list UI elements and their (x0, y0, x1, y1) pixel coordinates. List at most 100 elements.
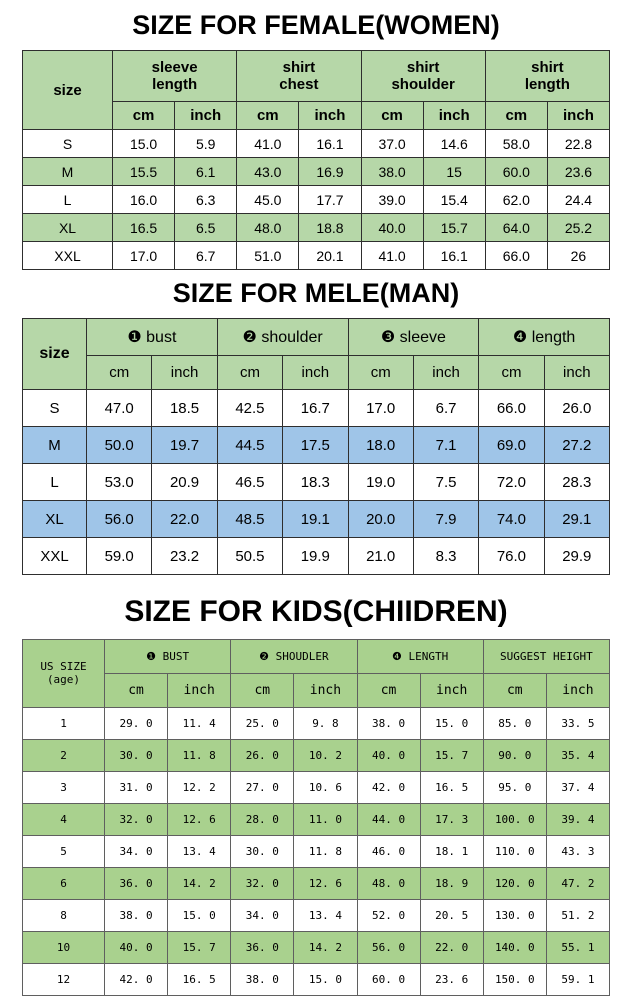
table-cell: 15.4 (422, 185, 486, 215)
row-label: 3 (22, 770, 105, 804)
table-cell: 42. 0 (356, 770, 421, 804)
table-cell: 15.0 (111, 129, 176, 159)
table-cell: 100. 0 (482, 802, 547, 836)
table-cell: 36. 0 (103, 866, 169, 900)
table-cell: 42.5 (216, 389, 284, 428)
row-label: 6 (22, 866, 105, 900)
table-cell: 13. 4 (167, 834, 232, 868)
table-cell: 15. 7 (167, 930, 232, 964)
table-cell: 30. 0 (103, 738, 169, 772)
table-cell: 43. 3 (545, 834, 611, 868)
group-header: shirt shoulder (360, 50, 486, 103)
table-cell: 28.3 (543, 463, 611, 502)
female-table-title: SIZE FOR FEMALE(WOMEN) (132, 10, 500, 40)
table-cell: 6.1 (174, 157, 238, 187)
table-cell: 29.9 (543, 537, 611, 576)
table-cell: 60. 0 (356, 962, 421, 996)
row-label: M (22, 157, 113, 187)
table-cell: 39.0 (360, 185, 424, 215)
table-cell: 14. 2 (167, 866, 232, 900)
table-cell: 40. 0 (356, 738, 421, 772)
table-cell: 35. 4 (545, 738, 611, 772)
group-header: sleeve length (111, 50, 238, 103)
table-row: L 16.0 6.3 45.0 17.7 39.0 15.4 62.0 24.4 (22, 185, 611, 215)
unit-header: inch (298, 101, 362, 131)
table-cell: 48. 0 (356, 866, 421, 900)
table-cell: 21.0 (347, 537, 414, 576)
table-row: XL 56.0 22.0 48.5 19.1 20.0 7.9 74.0 29.1 (22, 500, 611, 539)
table-cell: 6.3 (174, 185, 238, 215)
table-cell: 16.7 (282, 389, 349, 428)
table-cell: 6.5 (174, 213, 238, 243)
table-cell: 48.5 (216, 500, 284, 539)
table-cell: 19.1 (282, 500, 349, 539)
table-cell: 18.3 (282, 463, 349, 502)
table-cell: 37.0 (360, 129, 424, 159)
table-cell: 24.4 (546, 185, 611, 215)
row-label: 4 (22, 802, 105, 836)
table-cell: 41.0 (236, 129, 300, 159)
table-cell: 51. 2 (545, 898, 611, 932)
table-cell: 5.9 (174, 129, 238, 159)
table-cell: 85. 0 (482, 706, 547, 740)
table-cell: 9. 8 (293, 706, 358, 740)
unit-header: cm (111, 101, 176, 131)
table-cell: 23.2 (151, 537, 218, 576)
size-column-header: size (22, 318, 87, 391)
table-cell: 7.5 (412, 463, 480, 502)
table-cell: 18. 1 (419, 834, 484, 868)
table-cell: 90. 0 (482, 738, 547, 772)
group-header: ❸ sleeve (347, 318, 480, 357)
table-cell: 41.0 (360, 241, 424, 271)
table-cell: 62.0 (484, 185, 548, 215)
table-cell: 72.0 (478, 463, 545, 502)
table-cell: 44.5 (216, 426, 284, 465)
table-row: 5 34. 0 13. 4 30. 0 11. 8 46. 0 18. 1 110. 0 43.… (22, 834, 611, 868)
unit-header: inch (282, 355, 349, 391)
table-cell: 27. 0 (230, 770, 295, 804)
size-table-kids: US SIZE (age) ❶ BUST ❷ SHOUDLER ❹ LENGTH SUG… (22, 638, 611, 996)
table-row: 10 40. 0 15. 7 36. 0 14. 2 56. 0 22. 0 140. 0 55… (22, 930, 611, 964)
table-cell: 27.2 (543, 426, 611, 465)
table-cell: 33. 5 (545, 706, 611, 740)
table-row: 3 31. 0 12. 2 27. 0 10. 6 42. 0 16. 5 95. 0 37. … (22, 770, 611, 804)
table-row: 2 30. 0 11. 8 26. 0 10. 2 40. 0 15. 7 90. 0 35. … (22, 738, 611, 772)
table-cell: 7.1 (412, 426, 480, 465)
table-cell: 43.0 (236, 157, 300, 187)
table-cell: 15.5 (111, 157, 176, 187)
table-cell: 110. 0 (482, 834, 547, 868)
table-cell: 58.0 (484, 129, 548, 159)
table-cell: 15.7 (422, 213, 486, 243)
table-cell: 13. 4 (293, 898, 358, 932)
table-cell: 12. 2 (167, 770, 232, 804)
table-cell: 8.3 (412, 537, 480, 576)
table-row: XXL 59.0 23.2 50.5 19.9 21.0 8.3 76.0 29.9 (22, 537, 611, 576)
table-cell: 17.5 (282, 426, 349, 465)
table-cell: 29.1 (543, 500, 611, 539)
table-cell: 26. 0 (230, 738, 295, 772)
table-row: S 15.0 5.9 41.0 16.1 37.0 14.6 58.0 22.8 (22, 129, 611, 159)
table-row: 12 42. 0 16. 5 38. 0 15. 0 60. 0 23. 6 150. 0 59… (22, 962, 611, 996)
table-cell: 10. 6 (293, 770, 358, 804)
table-row: S 47.0 18.5 42.5 16.7 17.0 6.7 66.0 26.0 (22, 389, 611, 428)
table-cell: 39. 4 (545, 802, 611, 836)
table-cell: 25.2 (546, 213, 611, 243)
table-cell: 55. 1 (545, 930, 611, 964)
size-table-male: size ❶ bust ❷ shoulder ❸ sleeve ❹ length cm in… (22, 318, 611, 576)
table-cell: 16. 5 (167, 962, 232, 996)
table-cell: 59.0 (85, 537, 153, 576)
table-cell: 15. 0 (167, 898, 232, 932)
table-row: L 53.0 20.9 46.5 18.3 19.0 7.5 72.0 28.3 (22, 463, 611, 502)
row-label: 8 (22, 898, 105, 932)
table-cell: 15. 0 (419, 706, 484, 740)
table-cell: 19.7 (151, 426, 218, 465)
table-cell: 20.0 (347, 500, 414, 539)
row-label: L (22, 185, 113, 215)
table-cell: 20. 5 (419, 898, 484, 932)
table-cell: 18.0 (347, 426, 414, 465)
male-table-container: size ❶ bust ❷ shoulder ❸ sleeve ❹ length cm in… (22, 318, 611, 576)
table-cell: 19.9 (282, 537, 349, 576)
unit-header: cm (216, 355, 284, 391)
table-cell: 26 (546, 241, 611, 271)
